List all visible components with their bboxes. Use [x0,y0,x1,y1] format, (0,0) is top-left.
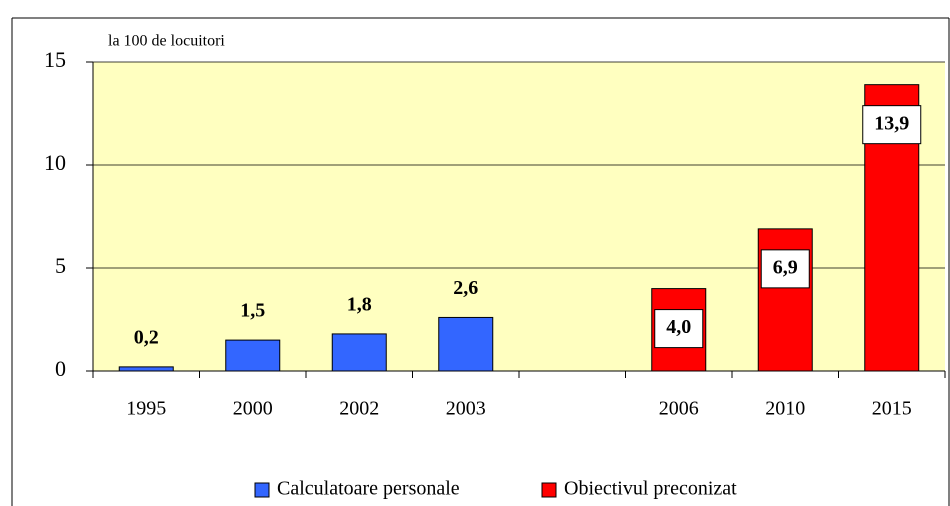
y-tick-label: 5 [55,253,66,278]
bar [331,333,387,372]
value-label: 2,6 [453,277,478,299]
value-label: 1,5 [240,300,265,322]
y-tick-label: 15 [44,47,66,72]
value-label: 1,8 [347,294,372,316]
x-tick-label: 2010 [765,398,805,420]
x-tick-label: 2002 [339,398,379,420]
x-tick-label: 2015 [872,398,912,420]
x-tick-label: 2006 [659,398,699,420]
value-label: 0,2 [134,326,159,348]
bar [438,316,494,372]
unit-label: la 100 de locuitori [108,33,225,50]
value-label: 13,9 [874,112,909,134]
value-label: 4,0 [666,316,691,338]
y-tick-label: 0 [55,356,66,381]
label-box [760,249,810,289]
bar [225,339,281,372]
y-tick-label: 10 [44,150,66,175]
x-tick-label: 1995 [126,398,166,420]
x-tick-label: 2000 [233,398,273,420]
legend-label: Obiectivul preconizat [564,478,737,500]
legend-swatch [541,482,557,498]
bar [118,366,174,372]
legend-label: Calculatoare personale [277,478,460,500]
label-box [654,309,704,349]
x-tick-label: 2003 [446,398,486,420]
plot-area [93,62,945,371]
legend-swatch [254,482,270,498]
value-label: 6,9 [773,256,798,278]
label-box [862,105,922,145]
